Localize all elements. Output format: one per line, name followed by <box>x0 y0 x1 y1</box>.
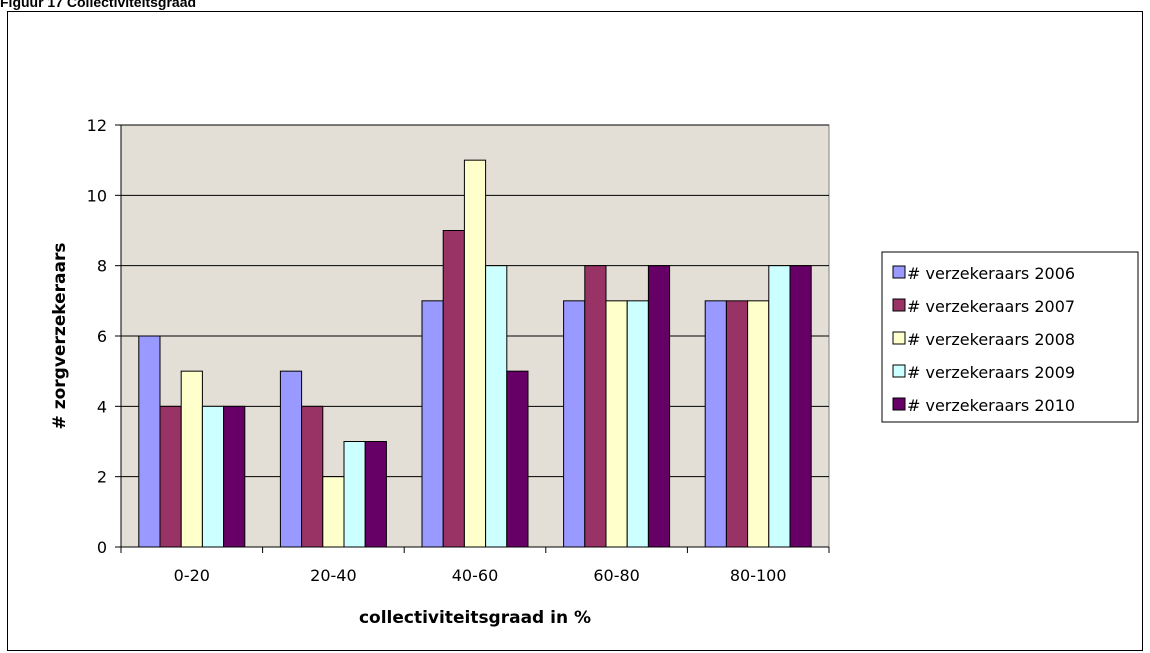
y-axis-title: # zorgverzekeraars <box>50 243 70 430</box>
legend-label: # verzekeraars 2009 <box>907 363 1075 382</box>
x-tick-label: 0-20 <box>174 566 210 585</box>
legend-label: # verzekeraars 2008 <box>907 330 1075 349</box>
bar <box>421 300 444 548</box>
bar <box>605 300 628 548</box>
legend-label: # verzekeraars 2006 <box>907 264 1075 283</box>
x-tick-label: 80-100 <box>730 566 787 585</box>
x-axis-title: collectiviteitsgraad in % <box>359 608 591 628</box>
bar <box>279 370 303 548</box>
y-tick-labels: 0 2 4 6 8 10 12 <box>87 116 107 557</box>
bar <box>563 300 586 548</box>
bar <box>485 265 508 548</box>
axes <box>115 124 830 553</box>
bar <box>704 300 727 548</box>
bar <box>747 300 770 548</box>
bar <box>789 265 812 548</box>
bar <box>725 300 749 548</box>
legend-swatch <box>892 298 906 312</box>
bar <box>322 476 345 548</box>
y-tick-label: 8 <box>97 257 107 276</box>
bar <box>301 405 324 548</box>
y-tick-label: 10 <box>87 186 107 205</box>
bar <box>138 335 161 548</box>
bar <box>647 265 671 548</box>
bar <box>364 441 387 548</box>
legend-swatch <box>892 397 906 411</box>
bar <box>159 405 182 548</box>
bar <box>201 405 225 548</box>
y-tick-label: 6 <box>97 327 107 346</box>
legend-swatch <box>892 265 906 279</box>
bar <box>584 265 607 548</box>
bar <box>180 370 203 548</box>
x-tick-label: 40-60 <box>452 566 499 585</box>
figure-caption: Figuur 17 Collectiviteitsgraad <box>0 0 197 10</box>
y-tick-label: 0 <box>97 538 107 557</box>
legend-label: # verzekeraars 2007 <box>907 297 1075 316</box>
bar <box>768 265 791 548</box>
legend-swatch <box>892 331 906 345</box>
x-tick-labels: 0-20 20-40 40-60 60-80 80-100 <box>174 566 787 585</box>
legend: # verzekeraars 2006 # verzekeraars 2007 # … <box>881 251 1139 423</box>
bar <box>626 300 649 548</box>
y-tick-label: 12 <box>87 116 107 135</box>
legend-box <box>881 251 1139 423</box>
legend-swatch <box>892 364 906 378</box>
bar <box>506 370 529 548</box>
y-tick-label: 4 <box>97 397 107 416</box>
bars-group <box>138 159 812 548</box>
y-tick-label: 2 <box>97 468 107 487</box>
bar <box>442 230 465 548</box>
x-tick-label: 60-80 <box>593 566 640 585</box>
bar <box>223 405 246 548</box>
bar <box>463 159 487 548</box>
bar <box>343 441 366 548</box>
x-tick-label: 20-40 <box>310 566 357 585</box>
legend-label: # verzekeraars 2010 <box>907 396 1075 415</box>
